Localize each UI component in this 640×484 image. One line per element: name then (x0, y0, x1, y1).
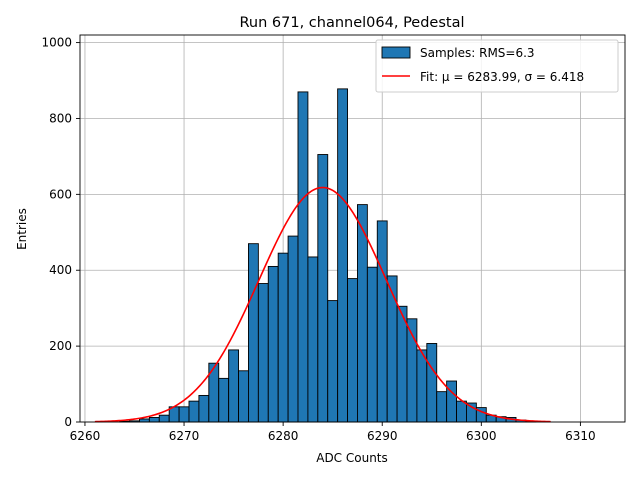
histogram-bar (297, 91, 309, 423)
fit-curve (94, 186, 551, 423)
histogram-bar (257, 283, 269, 423)
y-tick-label: 800 (49, 111, 72, 125)
histogram-bar (376, 220, 388, 423)
histogram-bar (139, 418, 150, 423)
x-tick-label: 6260 (70, 429, 101, 443)
histogram-bar (317, 154, 329, 423)
histogram-bars (119, 88, 537, 423)
histogram-bar (188, 400, 200, 423)
x-axis-ticks: 6260 6270 6280 6290 6300 6310 (70, 422, 596, 443)
histogram-bar (337, 88, 348, 423)
histogram-bar (158, 414, 170, 423)
chart-title: Run 671, channel064, Pedestal (239, 15, 464, 31)
x-tick-label: 6310 (565, 429, 596, 443)
x-axis-label: ADC Counts (316, 451, 388, 465)
legend-fit-label: Fit: μ = 6283.99, σ = 6.418 (420, 70, 584, 84)
y-axis-label: Entries (15, 208, 29, 250)
histogram-bar (287, 235, 299, 423)
histogram-bar (218, 377, 230, 423)
plot-frame (79, 34, 626, 423)
x-tick-label: 6270 (169, 429, 200, 443)
histogram-bar (396, 305, 408, 423)
histogram-bar (307, 256, 319, 423)
x-tick-label: 6300 (466, 429, 497, 443)
histogram-bar (436, 391, 448, 423)
histogram-bar (416, 349, 428, 423)
legend: Samples: RMS=6.3 Fit: μ = 6283.99, σ = 6… (375, 39, 619, 93)
histogram-bar (426, 343, 438, 423)
legend-frame (375, 39, 619, 93)
histogram-bar (267, 265, 279, 423)
y-tick-label: 0 (64, 415, 72, 429)
y-tick-label: 1000 (41, 36, 72, 50)
legend-histogram-swatch (381, 46, 411, 59)
histogram-bar (148, 416, 160, 423)
histogram-bar (446, 380, 457, 423)
legend-histogram-label: Samples: RMS=6.3 (420, 46, 535, 60)
histogram-bar (366, 266, 378, 423)
histogram-bar (178, 406, 190, 423)
x-tick-label: 6280 (268, 429, 299, 443)
histogram-bar (228, 349, 239, 423)
histogram-bar (327, 300, 339, 423)
histogram-bar (248, 243, 259, 423)
histogram-bar (347, 278, 358, 423)
x-tick-label: 6290 (367, 429, 398, 443)
histogram-bar (386, 275, 398, 423)
histogram-bar (198, 394, 210, 423)
y-axis-ticks: 0 200 400 600 800 1000 (41, 36, 80, 429)
histogram-bar (238, 370, 249, 423)
y-tick-label: 600 (49, 187, 72, 201)
y-tick-label: 200 (49, 339, 72, 353)
histogram-bar (456, 400, 467, 423)
histogram-bar (277, 252, 289, 423)
y-tick-label: 400 (49, 263, 72, 277)
